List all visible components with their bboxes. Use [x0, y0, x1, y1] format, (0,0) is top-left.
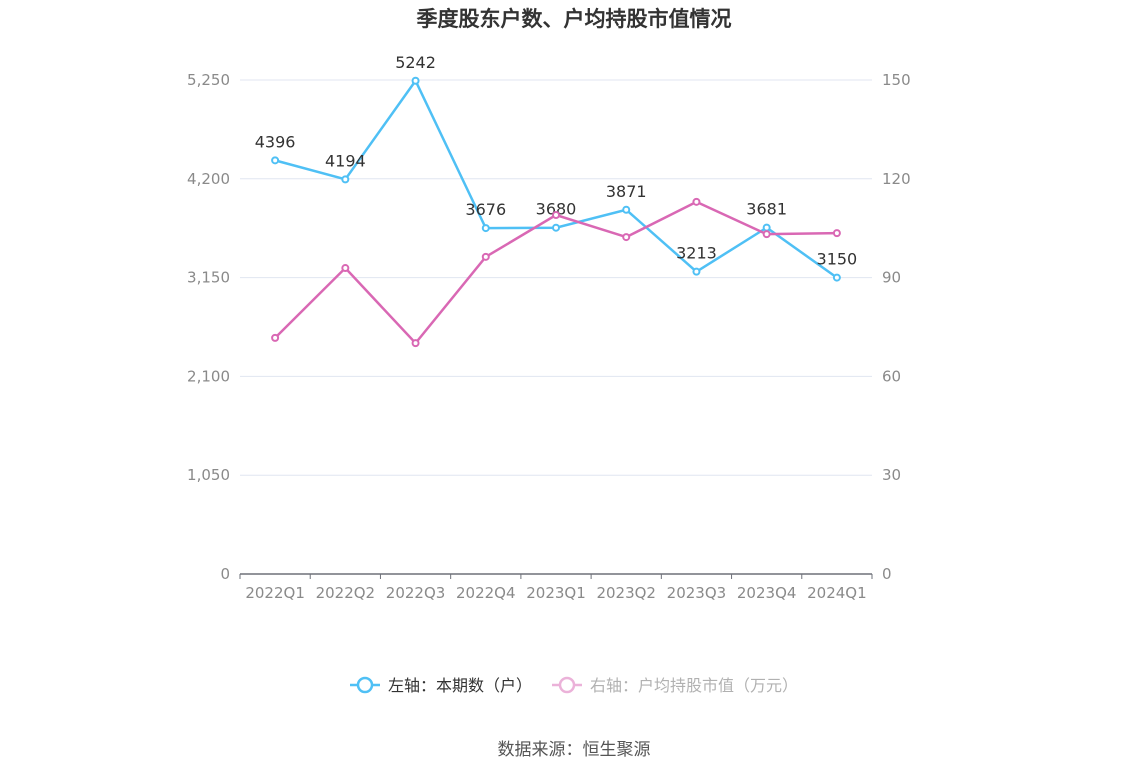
- legend-item-1: 左轴：本期数（户）: [350, 676, 532, 695]
- x-axis-tick-label: 2022Q4: [456, 584, 516, 602]
- legend-circle-icon: [356, 676, 374, 694]
- right-axis-tick-label: 90: [882, 269, 901, 287]
- data-point: [832, 273, 841, 282]
- data-point: [341, 175, 350, 184]
- data-label: 4194: [325, 151, 366, 170]
- x-axis-tick-label: 2023Q4: [737, 584, 797, 602]
- legend-item-2: 右轴：户均持股市值（万元）: [552, 676, 798, 695]
- data-label: 4396: [255, 132, 296, 151]
- x-axis-tick-label: 2024Q1: [807, 584, 867, 602]
- source-note: 数据来源：恒生聚源: [498, 740, 651, 760]
- right-axis-tick-label: 120: [882, 170, 911, 188]
- data-point: [411, 76, 420, 85]
- data-point: [271, 333, 280, 342]
- data-point: [481, 224, 490, 233]
- data-point: [622, 233, 631, 242]
- left-axis-tick-label: 2,100: [187, 367, 230, 385]
- data-point: [762, 223, 771, 232]
- data-label: 3871: [606, 182, 647, 201]
- data-label: 3681: [746, 200, 787, 219]
- x-axis-tick-label: 2022Q3: [386, 584, 446, 602]
- data-point: [552, 211, 560, 220]
- data-point: [832, 229, 841, 238]
- right-axis-tick-label: 60: [882, 367, 901, 385]
- x-axis-tick-label: 2022Q2: [316, 584, 376, 602]
- left-axis-tick-label: 4,200: [187, 170, 230, 188]
- left-axis-tick-label: 1,050: [187, 466, 230, 484]
- right-axis-tick-label: 30: [882, 466, 901, 484]
- chart-title: 季度股东户数、户均持股市值情况: [417, 7, 732, 31]
- data-point: [692, 267, 701, 276]
- left-axis-tick-label: 3,150: [187, 269, 230, 287]
- left-axis-tick-label: 5,250: [187, 71, 230, 89]
- data-label: 3680: [536, 200, 577, 219]
- x-axis-tick-label: 2023Q3: [667, 584, 727, 602]
- data-point: [411, 339, 420, 348]
- legend-label: 左轴：本期数（户）: [388, 676, 532, 695]
- right-axis-tick-label: 0: [882, 565, 892, 583]
- data-point: [622, 205, 631, 214]
- legend-circle-icon: [558, 676, 576, 694]
- left-axis-tick-label: 0: [220, 565, 230, 583]
- data-point: [762, 230, 771, 239]
- x-axis-tick-label: 2023Q1: [526, 584, 586, 602]
- legend-label: 右轴：户均持股市值（万元）: [590, 676, 798, 695]
- data-point: [271, 156, 280, 165]
- data-point: [481, 252, 490, 261]
- right-axis-tick-label: 150: [882, 71, 911, 89]
- data-point: [552, 223, 560, 232]
- x-axis-tick-label: 2023Q2: [596, 584, 656, 602]
- x-axis-tick-label: 2022Q1: [245, 584, 305, 602]
- data-label: 3150: [817, 250, 858, 269]
- data-label: 5242: [395, 53, 436, 72]
- series-line-2: [274, 200, 837, 346]
- data-label: 3676: [465, 200, 506, 219]
- data-point: [692, 197, 701, 206]
- data-point: [341, 264, 350, 273]
- data-label: 3213: [676, 244, 717, 263]
